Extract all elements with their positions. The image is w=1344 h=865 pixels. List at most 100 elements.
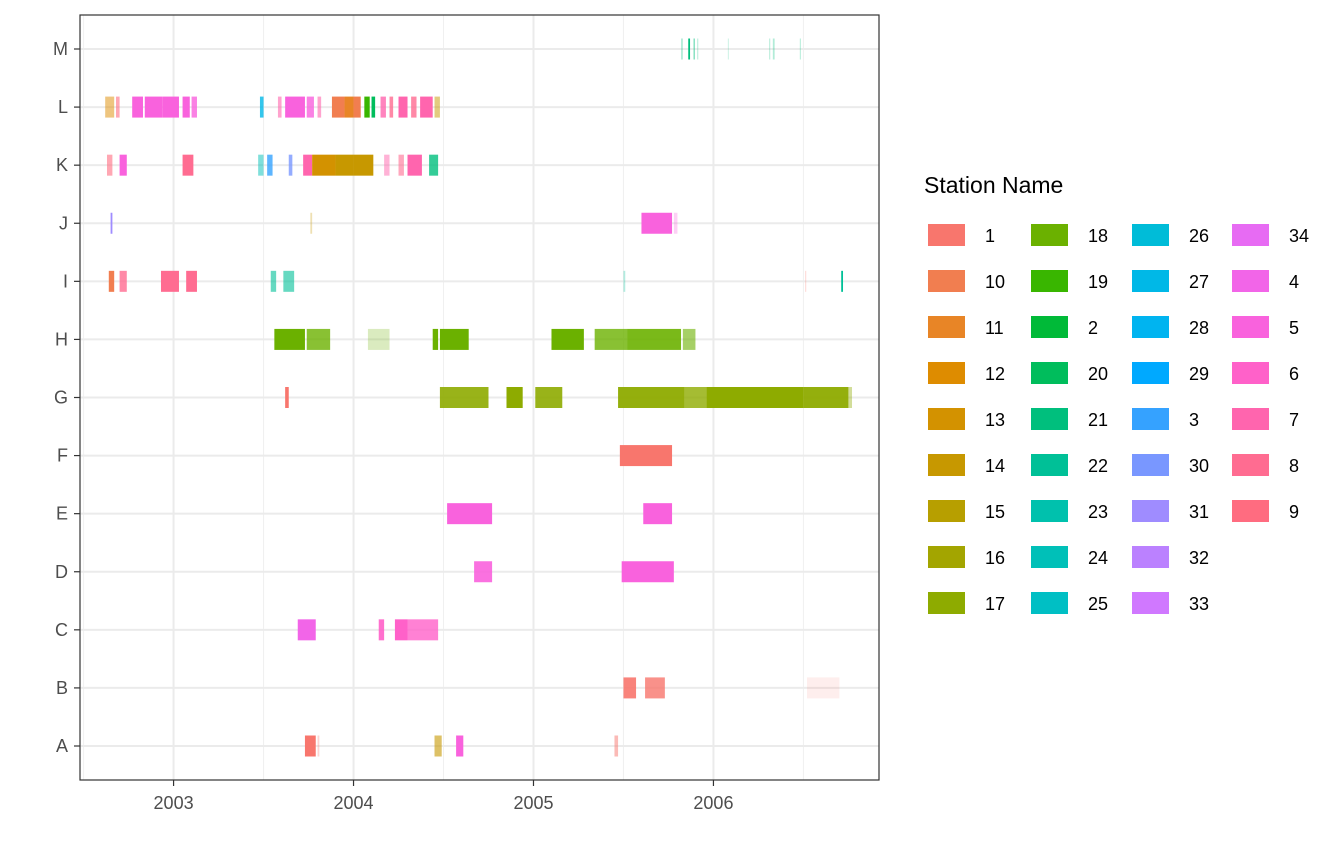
timeline-bar (439, 328, 469, 350)
timeline-bar (434, 735, 442, 757)
timeline-bar (389, 96, 394, 118)
x-tick-label: 2006 (693, 793, 733, 813)
timeline-bar (688, 38, 691, 60)
timeline-bar (162, 96, 179, 118)
timeline-bar (303, 154, 313, 176)
legend-label: 2 (1088, 318, 1098, 338)
timeline-bar (805, 270, 807, 292)
timeline-bar (643, 503, 673, 525)
timeline-bar (306, 328, 331, 350)
timeline-bar (434, 96, 440, 118)
legend-label: 18 (1088, 226, 1108, 246)
timeline-bar (727, 38, 729, 60)
y-tick-label: C (55, 620, 68, 640)
timeline-bar (411, 96, 417, 118)
legend-key (1232, 224, 1269, 246)
legend-key (1132, 454, 1169, 476)
timeline-bar (394, 619, 408, 641)
legend-key (928, 408, 965, 430)
legend-key (1031, 454, 1068, 476)
legend-label: 11 (985, 318, 1004, 338)
timeline-bar (106, 154, 113, 176)
timeline-bar (186, 270, 197, 292)
timeline-bar (380, 96, 386, 118)
legend-label: 8 (1289, 456, 1299, 476)
timeline-bar (535, 387, 563, 408)
y-tick-label: M (53, 39, 68, 59)
timeline-bar (641, 212, 673, 234)
legend-title: Station Name (924, 172, 1063, 198)
x-tick-label: 2004 (334, 793, 374, 813)
timeline-bar (310, 212, 313, 234)
legend-label: 33 (1189, 594, 1209, 614)
legend-key (1232, 316, 1269, 338)
legend-label: 10 (985, 272, 1005, 292)
timeline-bar (283, 270, 295, 292)
timeline-bar (304, 735, 316, 757)
timeline-bar (344, 96, 354, 118)
timeline-bar (841, 270, 844, 292)
y-tick-label: L (58, 97, 68, 117)
timeline-bar (132, 96, 143, 118)
timeline-bar (627, 328, 682, 350)
legend-label: 22 (1088, 456, 1108, 476)
legend-key (1031, 362, 1068, 384)
legend-key (928, 500, 965, 522)
timeline-bar (799, 38, 801, 60)
timeline-bar (119, 154, 127, 176)
timeline-bar (331, 96, 345, 118)
timeline-bar (621, 561, 674, 583)
timeline-bar (803, 387, 849, 408)
y-tick-label: H (55, 329, 68, 349)
legend-key (928, 224, 965, 246)
legend-key (1132, 224, 1169, 246)
timeline-bar (312, 154, 336, 176)
legend-key (928, 546, 965, 568)
legend-label: 12 (985, 364, 1005, 384)
legend-label: 17 (985, 594, 1005, 614)
legend-label: 32 (1189, 548, 1209, 568)
timeline-bar (848, 387, 853, 408)
timeline-bar (772, 38, 775, 60)
timeline-bar (429, 154, 439, 176)
y-tick-label: E (56, 504, 68, 524)
timeline-bar (681, 38, 683, 60)
timeline-bar (285, 96, 305, 118)
timeline-bar (706, 387, 804, 408)
timeline-bar (439, 387, 489, 408)
timeline-bar (364, 96, 370, 118)
legend-key (1031, 408, 1068, 430)
legend-label: 28 (1189, 318, 1209, 338)
timeline-bar (288, 154, 293, 176)
legend-key (1132, 362, 1169, 384)
legend-key (1031, 316, 1068, 338)
y-tick-label: D (55, 562, 68, 582)
timeline-bar (317, 735, 320, 757)
legend-key (1132, 316, 1169, 338)
legend-key (1132, 592, 1169, 614)
timeline-bar (618, 387, 685, 408)
timeline-bar (447, 503, 493, 525)
timeline-bar (367, 328, 390, 350)
timeline-bar (182, 154, 194, 176)
legend-label: 5 (1289, 318, 1299, 338)
legend-label: 14 (985, 456, 1005, 476)
legend-label: 6 (1289, 364, 1299, 384)
legend-label: 4 (1289, 272, 1299, 292)
legend-label: 13 (985, 410, 1005, 430)
timeline-bar (258, 154, 264, 176)
y-tick-label: K (56, 155, 68, 175)
legend-key (928, 592, 965, 614)
legend-key (1232, 408, 1269, 430)
timeline-bar (684, 387, 707, 408)
timeline-bar (420, 96, 433, 118)
timeline-bar (108, 270, 115, 292)
x-tick-label: 2005 (513, 793, 553, 813)
legend-key (928, 454, 965, 476)
timeline-bar (551, 328, 584, 350)
legend-label: 16 (985, 548, 1005, 568)
legend-label: 1 (985, 226, 995, 246)
y-tick-label: G (54, 388, 68, 408)
timeline-bar (160, 270, 179, 292)
